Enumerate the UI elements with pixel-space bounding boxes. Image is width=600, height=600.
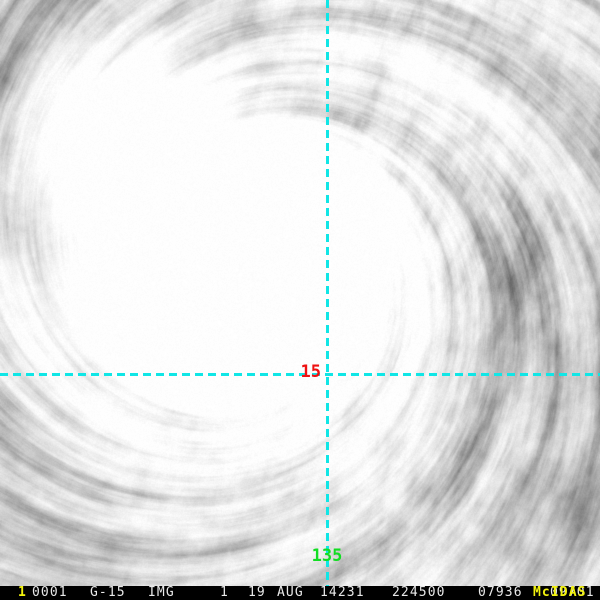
- latitude-label: 15: [300, 362, 321, 382]
- observation-time: 224500: [392, 586, 446, 600]
- longitude-gridline: [326, 0, 329, 586]
- satellite-image-canvas: [0, 0, 600, 586]
- band-number: 1: [220, 586, 229, 600]
- month-name: AUG: [277, 586, 304, 600]
- image-id: 0001: [32, 586, 68, 600]
- mcidas-label: McIDAS: [533, 586, 587, 600]
- frame-number: 1: [18, 586, 27, 600]
- satellite-name: G-15: [90, 586, 126, 600]
- longitude-label: 135: [311, 546, 343, 566]
- satellite-image: [0, 0, 600, 586]
- line-coordinate: 07936: [478, 586, 523, 600]
- element-coordinate: 09701: [550, 586, 595, 600]
- image-type: IMG: [148, 586, 175, 600]
- latitude-gridline: [0, 373, 600, 376]
- julian-date: 14231: [320, 586, 365, 600]
- mcidas-info-bar: 1 0001 G-15 IMG 1 19 AUG 14231 224500 07…: [0, 586, 600, 600]
- day-of-month: 19: [248, 586, 266, 600]
